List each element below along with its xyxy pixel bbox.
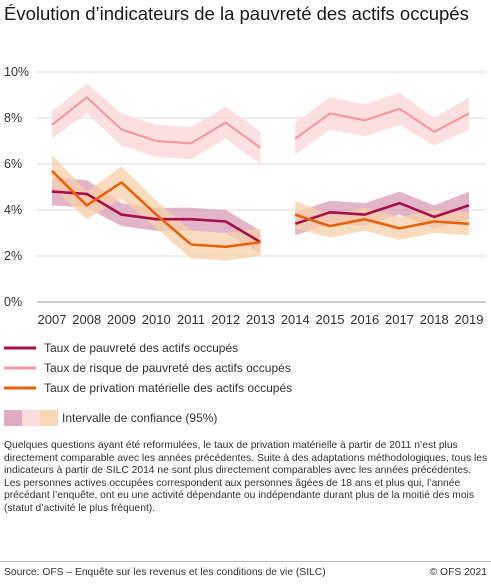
series-line [51, 96, 192, 145]
legend-label: Taux de risque de pauvreté des actifs oc… [44, 361, 291, 375]
y-tick-label: 4% [4, 203, 22, 217]
confidence-band [52, 83, 191, 160]
note-comparability: Quelques questions ayant été reformulées… [4, 440, 488, 476]
series-line [294, 107, 470, 140]
legend-ci-swatch [22, 410, 40, 426]
y-tick-label: 10% [4, 65, 29, 79]
x-tick-label: 2015 [316, 312, 345, 327]
confidence-band [295, 200, 469, 240]
series-line [190, 240, 261, 249]
legend-label: Taux de pauvreté des actifs occupés [44, 341, 238, 355]
confidence-band [191, 106, 261, 164]
legend-ci-swatch [40, 410, 58, 426]
legend-ci-label: Intervalle de confiance (95%) [62, 411, 217, 425]
source-text: Source: OFS – Enquête sur les revenus et… [4, 567, 326, 578]
chart-title: Évolution d’indicateurs de la pauvreté d… [4, 3, 469, 24]
y-tick-label: 8% [4, 111, 22, 125]
x-tick-label: 2018 [420, 312, 449, 327]
series-line [294, 213, 470, 230]
x-tick-label: 2009 [107, 312, 136, 327]
x-tick-label: 2013 [246, 312, 275, 327]
footer: Source: OFS – Enquête sur les revenus et… [4, 567, 487, 578]
series-line [51, 169, 192, 246]
x-tick-label: 2019 [455, 312, 484, 327]
series-line [294, 201, 470, 226]
footer-divider [0, 561, 491, 562]
x-tick-label: 2011 [177, 312, 205, 327]
legend-label: Taux de privation matérielle des actifs … [44, 381, 292, 395]
confidence-band [295, 92, 469, 155]
chart-notes: Quelques questions ayant été reformulées… [4, 440, 488, 515]
copyright-text: © OFS 2021 [429, 567, 487, 578]
x-tick-label: 2017 [385, 312, 414, 327]
x-tick-label: 2014 [281, 312, 310, 327]
x-tick-label: 2016 [350, 312, 379, 327]
y-tick-label: 0% [4, 295, 22, 309]
x-tick-label: 2007 [38, 312, 67, 327]
x-tick-label: 2012 [211, 312, 240, 327]
note-definition: Les personnes actives occupées correspon… [4, 477, 474, 514]
y-tick-label: 2% [4, 249, 22, 263]
x-tick-label: 2008 [72, 312, 101, 327]
legend-ci-swatch [4, 410, 22, 426]
series-line [190, 121, 262, 149]
line-chart: 0% 2% 4% 6% 8% 10% 2007 2008 2009 2010 2011 2012 201… [4, 65, 486, 426]
y-tick-label: 6% [4, 157, 22, 171]
series-line [190, 217, 262, 244]
confidence-band [191, 228, 261, 261]
x-tick-label: 2010 [142, 312, 171, 327]
confidence-band [52, 154, 191, 259]
